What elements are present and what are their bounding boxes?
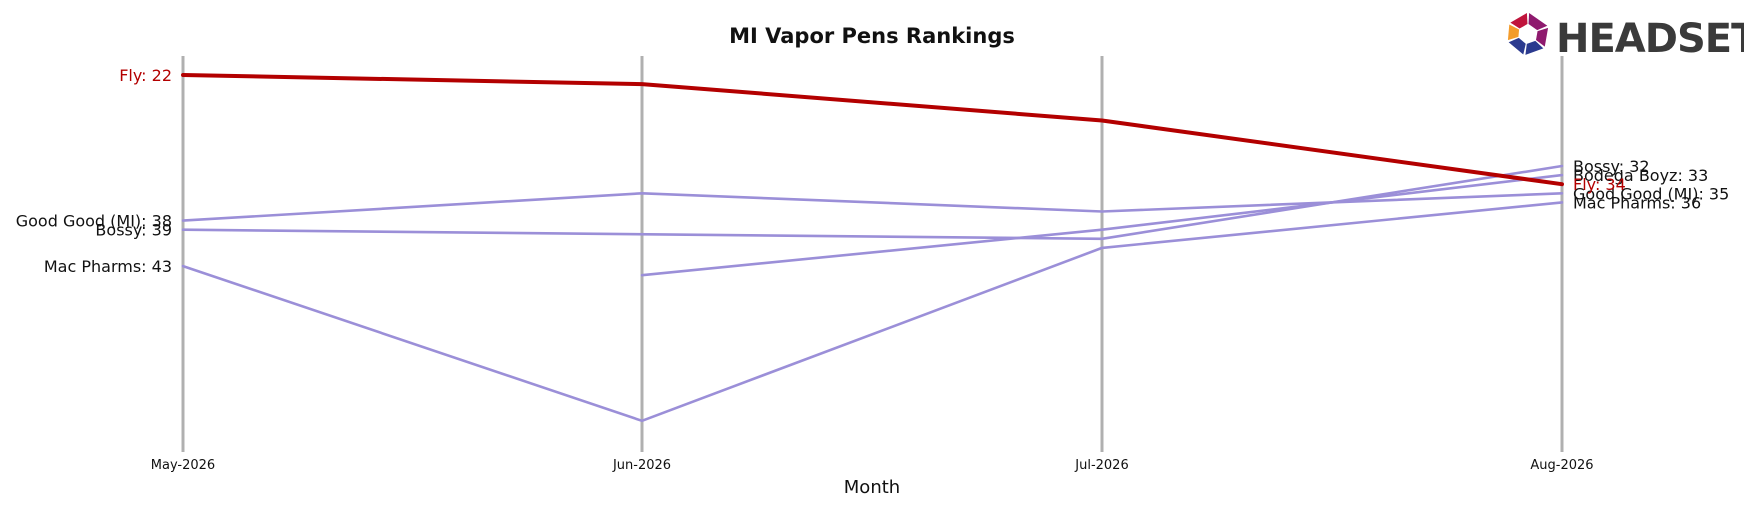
series-line-bossy [181,164,1564,241]
start-label-mac-pharms: Mac Pharms: 43 [44,257,172,276]
headset-logo: HEADSET [1507,13,1744,62]
x-axis-ticks: May-2026 Jun-2026 Jul-2026 Aug-2026 [151,458,1594,473]
month-gridlines [181,56,1564,452]
end-label-fly: Fly: 34 [1573,175,1626,194]
logo-segment-3 [1525,40,1544,55]
x-tick-may-2026: May-2026 [151,458,215,473]
headset-logo-mark [1507,13,1549,55]
x-axis-title: Month [844,477,900,498]
series-line-bodega-boyz [640,173,1564,277]
logo-segment-2 [1535,27,1549,47]
x-tick-aug-2026: Aug-2026 [1530,458,1593,473]
x-tick-jul-2026: Jul-2026 [1074,458,1128,473]
start-label-good-good-mi: Good Good (MI): 38 [16,212,172,231]
series-line-mac-pharms [181,201,1564,423]
end-label-bossy: Bossy: 32 [1573,157,1650,176]
start-label-fly: Fly: 22 [119,66,172,85]
start-label-bossy: Bossy: 39 [95,221,172,240]
series-lines [181,73,1564,423]
headset-logo-text: HEADSET [1556,16,1744,62]
series-labels: Good Good (MI): 38 Good Good (MI): 35 Boss… [16,66,1730,276]
logo-segment-4 [1508,37,1526,55]
end-label-bodega-boyz: Bodega Boyz: 33 [1573,166,1708,185]
end-label-mac-pharms: Mac Pharms: 36 [1573,193,1701,212]
chart-title: MI Vapor Pens Rankings [729,24,1015,48]
series-line-good-good-mi [181,192,1564,222]
series-line-fly [181,73,1564,187]
logo-segment-0 [1510,13,1528,29]
logo-segment-5 [1507,24,1520,41]
x-tick-jun-2026: Jun-2026 [612,458,671,473]
logo-segment-1 [1528,13,1548,31]
end-label-good-good-mi: Good Good (MI): 35 [1573,184,1729,203]
